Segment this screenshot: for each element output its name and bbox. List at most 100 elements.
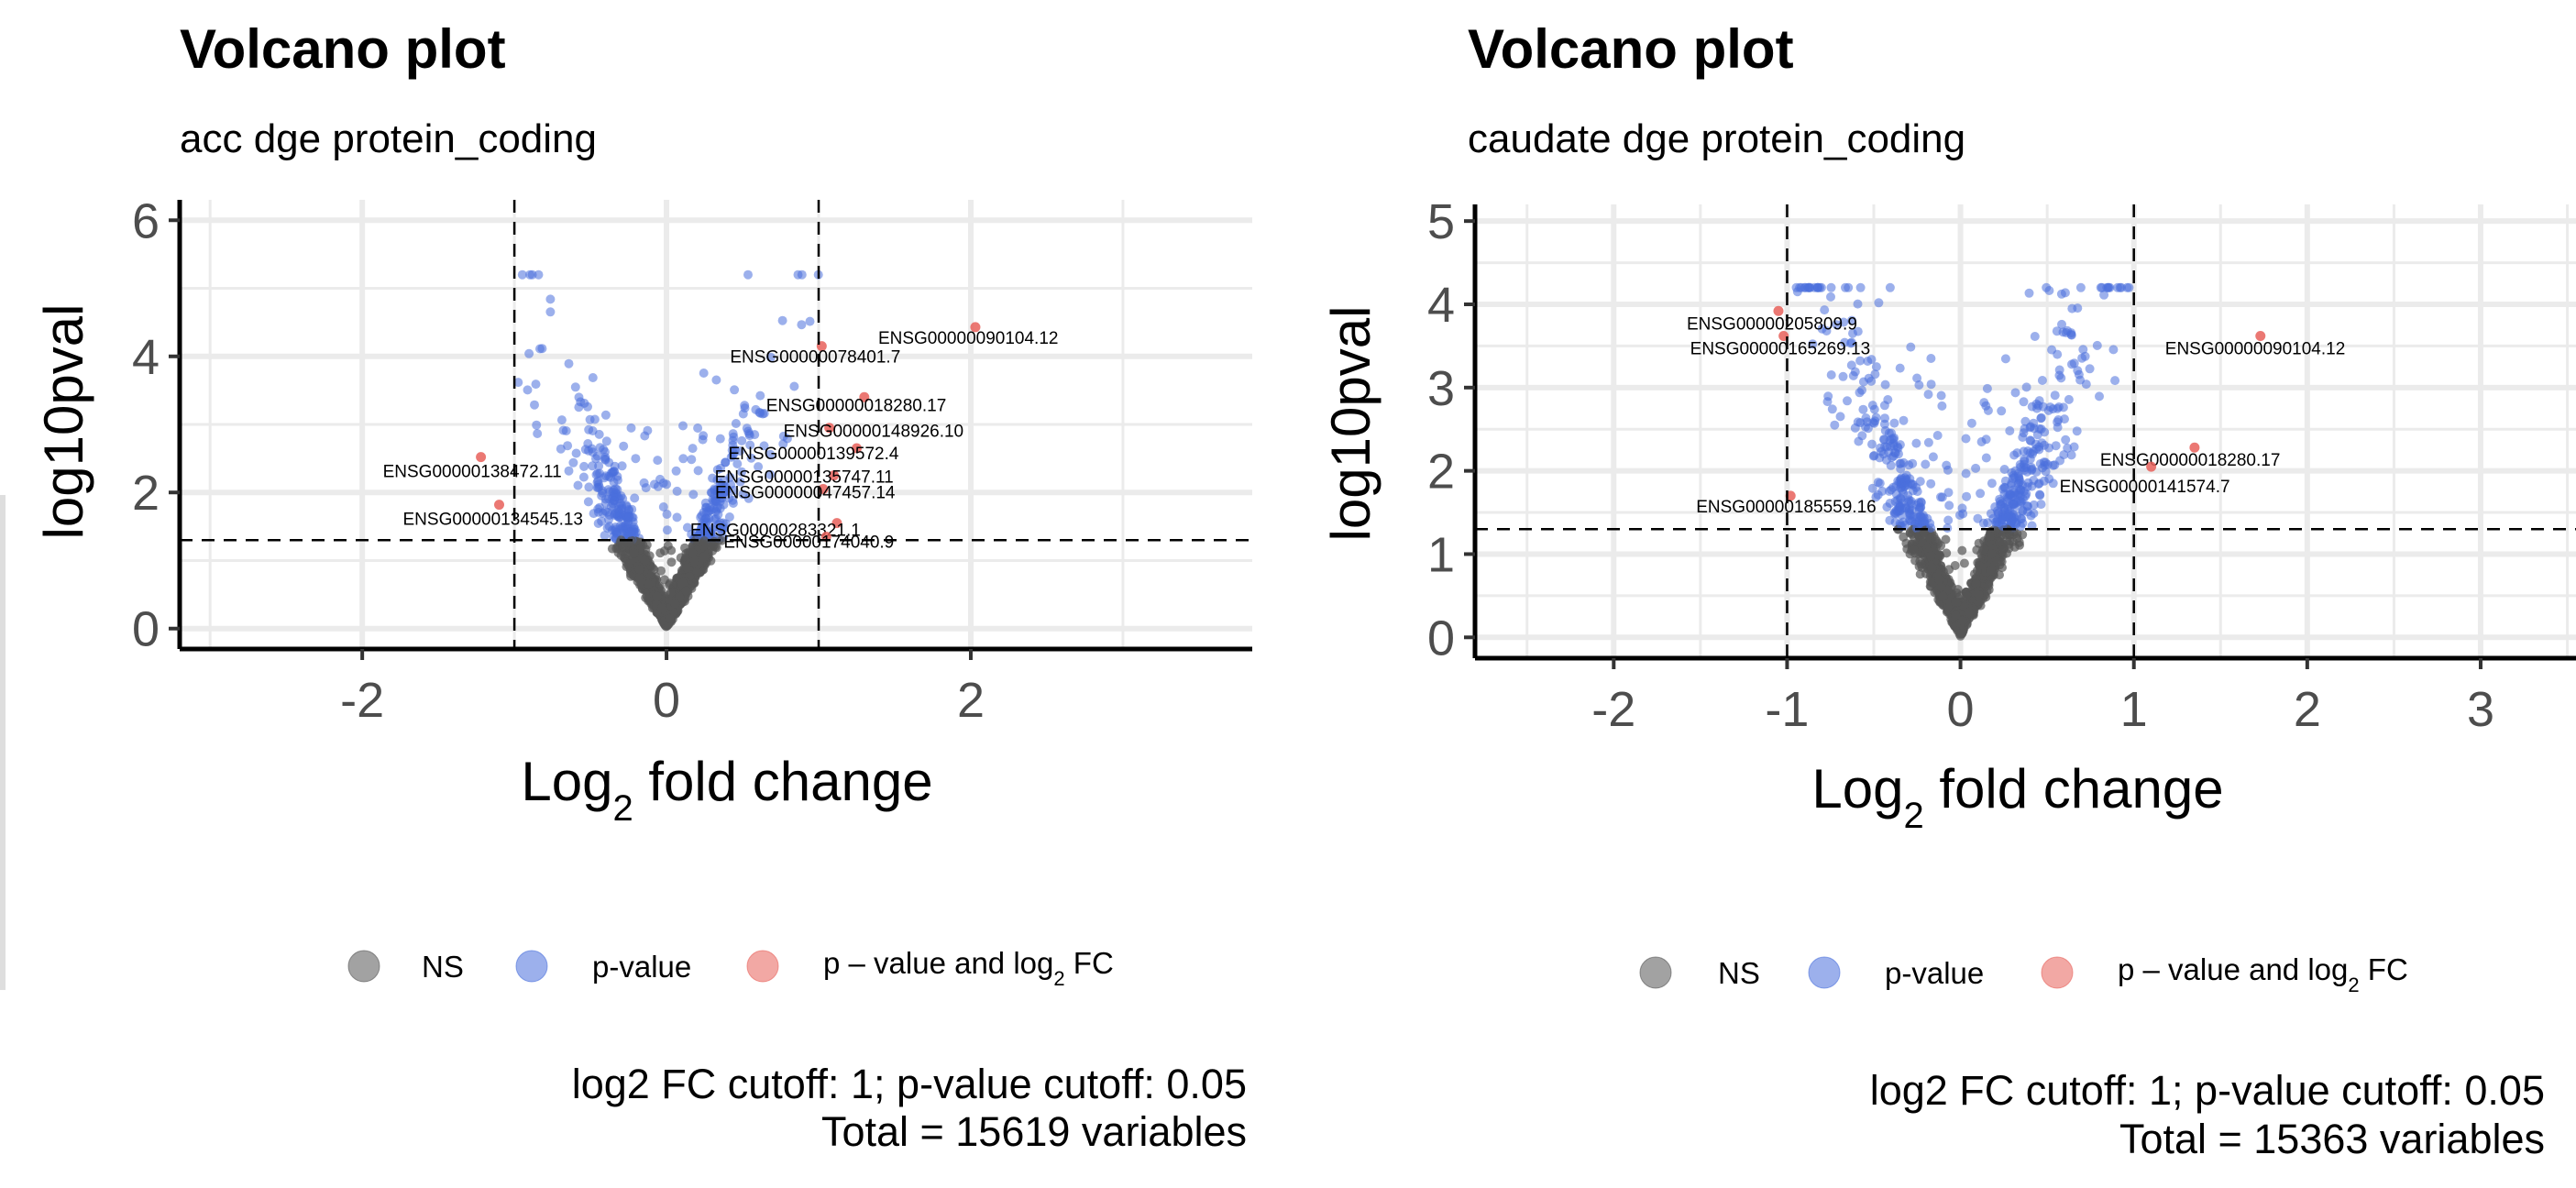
point-p	[2023, 446, 2033, 456]
point-p	[1838, 371, 1848, 381]
point-ns	[699, 536, 710, 545]
point-p	[1897, 503, 1907, 513]
point-p	[1846, 360, 1856, 370]
gene-label: ENSG00000018280.17	[766, 396, 947, 415]
point-ns	[717, 535, 727, 545]
point-p	[604, 522, 614, 532]
point-ns	[675, 592, 685, 602]
point-p	[601, 436, 611, 446]
point-p	[789, 381, 799, 391]
y-tick-label: 2	[1427, 445, 1455, 500]
y-tick-label: 3	[1427, 361, 1455, 416]
gene-label: ENSG00000135747.11	[715, 468, 894, 488]
point-p	[2026, 436, 2036, 446]
point-ns	[1927, 563, 1937, 573]
point-p	[797, 270, 807, 280]
point-p	[2009, 500, 2020, 509]
point-p	[592, 478, 602, 488]
point-both	[824, 423, 835, 434]
legend-key-ns	[1639, 956, 1672, 989]
point-p	[1926, 380, 1936, 390]
window-edge	[0, 495, 6, 990]
point-ns	[682, 563, 692, 573]
point-p	[1869, 451, 1879, 460]
point-p	[737, 467, 747, 477]
point-p	[2056, 289, 2066, 299]
point-p	[1926, 478, 1936, 489]
point-p	[600, 447, 610, 456]
point-p	[1803, 282, 1813, 292]
legend: NS p-value p – value and log2 FC	[347, 946, 1114, 990]
point-p	[754, 462, 764, 472]
x-tick-label: -2	[340, 673, 384, 728]
point-p	[1932, 431, 1943, 440]
x-tick-label: 0	[1947, 682, 1975, 737]
point-p	[2108, 345, 2119, 355]
y-tick-label: 0	[132, 602, 160, 657]
point-ns	[692, 567, 702, 578]
point-ns	[665, 578, 675, 588]
point-p	[2052, 326, 2062, 336]
point-both	[818, 484, 829, 495]
point-p	[1923, 437, 1933, 447]
point-p	[2057, 319, 2066, 329]
point-p	[600, 531, 610, 541]
point-p	[2075, 375, 2086, 385]
point-p	[1889, 418, 1899, 428]
point-p	[2055, 456, 2065, 466]
point-p	[2075, 282, 2086, 292]
volcano-panel-acc: Volcano plot acc dge protein_coding ENSG…	[0, 0, 1287, 1188]
point-p	[1879, 401, 1889, 411]
point-p	[653, 481, 663, 491]
point-p	[737, 435, 747, 446]
point-p	[1905, 511, 1915, 521]
point-p	[1863, 424, 1873, 434]
point-p	[606, 472, 615, 482]
y-tick-label: 5	[1427, 194, 1455, 249]
point-p	[1961, 468, 1971, 478]
y-tick-label: 0	[1427, 610, 1455, 666]
y-tick-label: 1	[1427, 527, 1455, 582]
point-p	[1978, 518, 1988, 528]
point-ns	[677, 578, 687, 588]
point-p	[532, 420, 542, 430]
point-p	[688, 490, 699, 500]
point-p	[1976, 489, 1986, 499]
point-ns	[1986, 566, 1996, 576]
point-p	[700, 498, 710, 508]
point-p	[531, 380, 541, 390]
point-both	[2146, 461, 2157, 472]
point-p	[1871, 362, 1881, 372]
point-ns	[644, 579, 654, 589]
point-p	[731, 419, 741, 428]
point-p	[2019, 428, 2029, 438]
point-ns	[681, 586, 691, 596]
point-p	[1826, 292, 1835, 302]
point-p	[579, 461, 589, 471]
point-p	[523, 385, 533, 395]
point-p	[1961, 434, 1971, 444]
point-p	[1912, 373, 1922, 383]
point-p	[2005, 426, 2015, 435]
legend-label-p: p-value	[592, 950, 691, 984]
legend-label-p: p-value	[1885, 956, 1984, 990]
point-p	[1904, 495, 1914, 505]
point-p	[777, 315, 787, 325]
point-p	[1882, 442, 1892, 452]
caption-cutoffs: log2 FC cutoff: 1; p-value cutoff: 0.05	[572, 1061, 1247, 1107]
point-p	[1893, 476, 1903, 486]
point-p	[1900, 478, 1910, 488]
point-p	[2067, 359, 2076, 369]
point-p	[1885, 515, 1895, 525]
point-ns	[1931, 534, 1941, 544]
point-p	[1896, 458, 1906, 468]
point-p	[1820, 305, 1830, 315]
point-ns	[1938, 591, 1948, 601]
legend-label-ns: NS	[422, 950, 464, 984]
point-p	[1997, 406, 2007, 416]
point-p	[545, 294, 556, 304]
point-ns	[1941, 534, 1951, 544]
legend-key-p	[1808, 956, 1841, 989]
x-tick-label: -1	[1765, 682, 1809, 737]
point-p	[1871, 412, 1881, 423]
